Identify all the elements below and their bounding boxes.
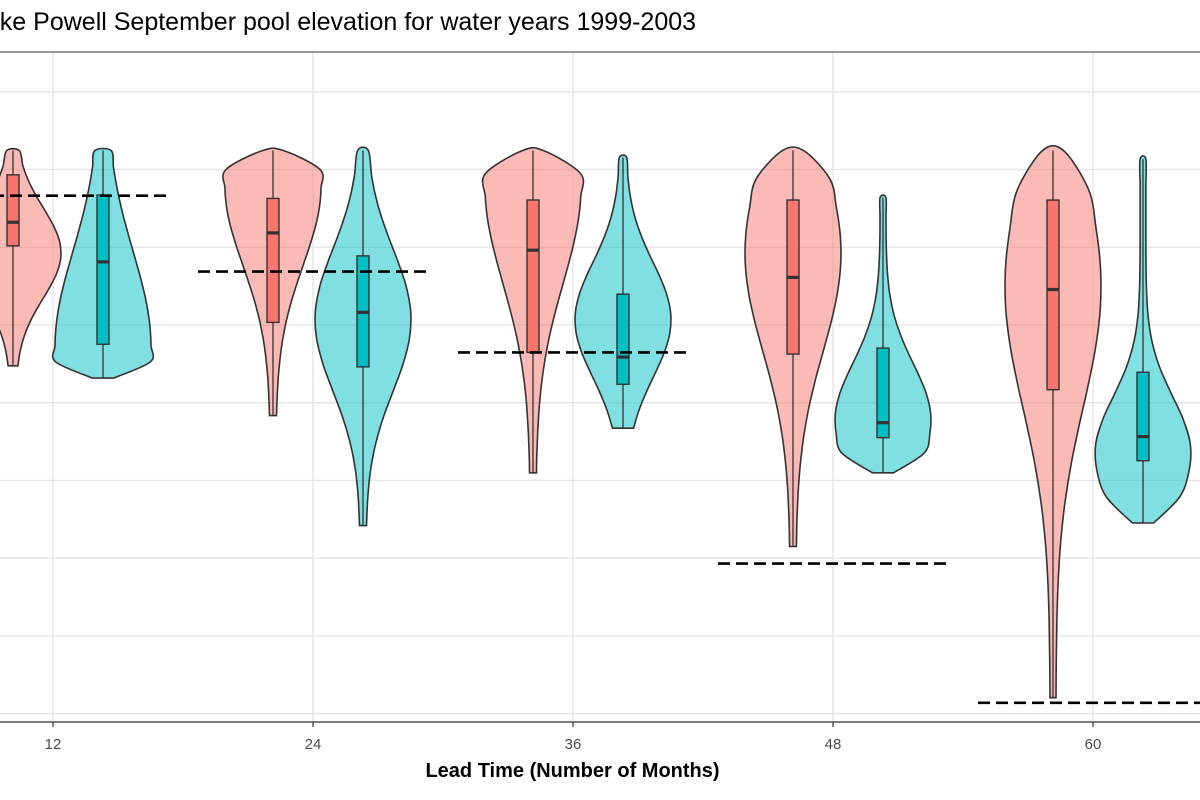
violin-36-b bbox=[574, 154, 672, 429]
x-tick-label: 60 bbox=[1085, 736, 1102, 753]
x-tick-label: 24 bbox=[305, 736, 322, 753]
x-tick-label: 48 bbox=[825, 736, 842, 753]
violin-60-a bbox=[1004, 144, 1102, 699]
violin-box bbox=[1136, 371, 1150, 462]
violin-48-b bbox=[834, 194, 932, 474]
chart-title: Lake Powell September pool elevation for… bbox=[0, 8, 697, 36]
observed-lines bbox=[0, 194, 1200, 705]
x-axis: 12 24 36 48 60 bbox=[0, 721, 1200, 753]
grid-lines bbox=[0, 52, 1200, 722]
violin-48-a bbox=[744, 146, 842, 548]
violin-box bbox=[616, 293, 630, 385]
violin-box bbox=[266, 197, 280, 324]
violin-12-a bbox=[0, 147, 62, 367]
violins bbox=[0, 144, 1192, 699]
violin-36-a bbox=[481, 146, 585, 474]
violin-box bbox=[876, 347, 890, 439]
x-axis-label: Lead Time (Number of Months) bbox=[425, 760, 720, 782]
violin-12-b bbox=[51, 147, 155, 379]
x-tick-label: 12 bbox=[45, 736, 62, 753]
violin-box bbox=[96, 194, 110, 345]
violin-box bbox=[1046, 199, 1060, 391]
violin-box bbox=[6, 174, 20, 247]
x-tick-label: 36 bbox=[565, 736, 582, 753]
violin-60-b bbox=[1094, 155, 1192, 524]
violin-box bbox=[526, 199, 540, 354]
violin-24-a bbox=[222, 147, 324, 417]
violin-24-b bbox=[314, 146, 412, 527]
